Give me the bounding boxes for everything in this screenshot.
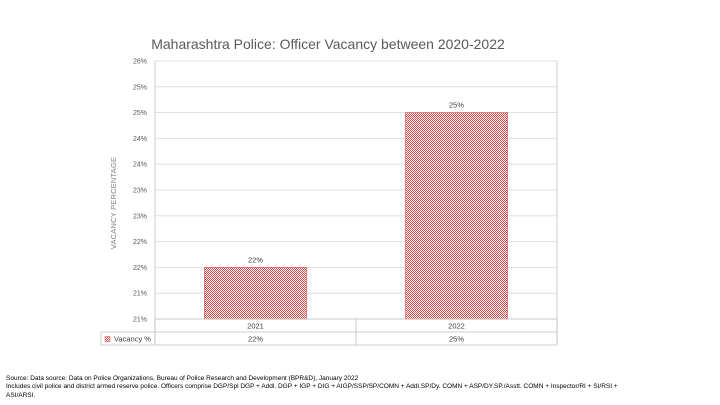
chart-title: Maharashtra Police: Officer Vacancy betw… (151, 36, 505, 52)
y-tick-label: 23% (133, 213, 147, 220)
y-tick-label: 25% (133, 110, 147, 117)
data-label-2021: 22% (248, 255, 263, 264)
bar-2021 (204, 267, 307, 320)
y-tick-label: 21% (133, 291, 147, 298)
y-tick-label: 23% (133, 188, 147, 195)
footnote-source: Source: Data source: Data on Police Orga… (6, 375, 359, 382)
y-tick-label: 21% (133, 317, 147, 324)
data-table: 2021 22% 2022 25% Vacancy % (100, 61, 558, 346)
data-label-2022: 25% (449, 101, 464, 110)
y-tick-label: 24% (133, 136, 147, 143)
legend-swatch (104, 336, 111, 342)
category-label-2022: 2022 (448, 322, 465, 331)
table-value-2022: 25% (449, 335, 464, 344)
category-label-2021: 2021 (247, 322, 264, 331)
footnote-definition-cont: ASI/ARSI. (6, 391, 36, 399)
table-value-2021: 22% (248, 335, 263, 344)
data-labels: 22% 25% (248, 101, 464, 265)
y-axis-title: VACANCY PERCENTAGE (109, 157, 118, 249)
y-tick-label: 24% (133, 162, 147, 169)
y-tick-label: 26% (133, 59, 147, 66)
y-tick-label: 22% (133, 239, 147, 246)
y-tick-label: 22% (133, 265, 147, 272)
bar-2022 (405, 112, 508, 320)
y-axis-ticks: 26% 25% 25% 24% 24% 23% 23% 22% 22% 21% 21% (133, 59, 147, 324)
bars (204, 112, 508, 320)
footnote: Source: Data source: Data on Police Orga… (6, 375, 706, 400)
y-tick-label: 25% (133, 84, 147, 91)
legend-label: Vacancy % (114, 335, 151, 344)
footnote-definition: Includes civil police and district armed… (6, 383, 618, 391)
